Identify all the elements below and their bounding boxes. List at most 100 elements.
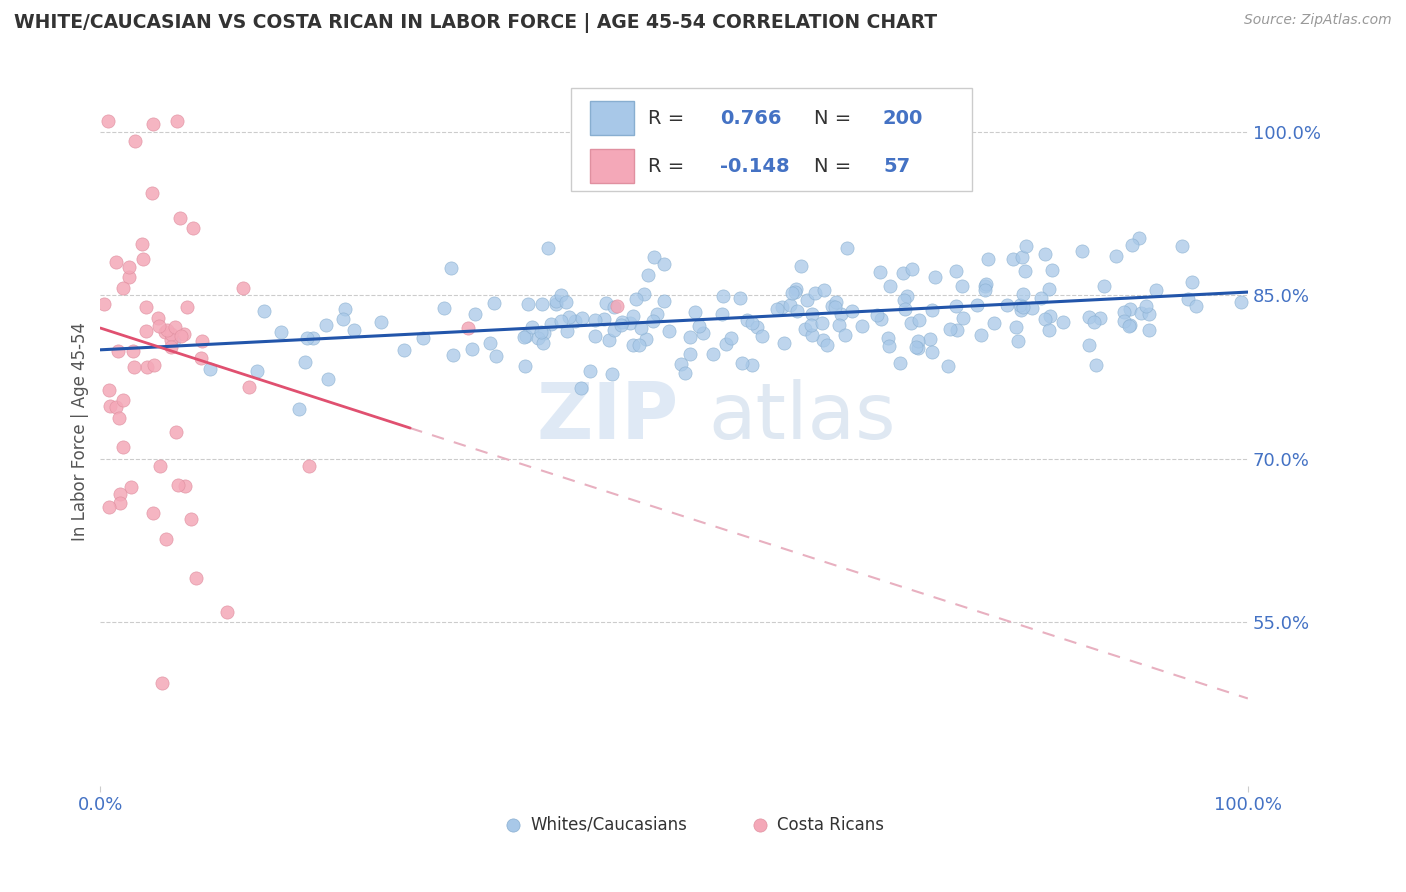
Point	[142, 506, 165, 520]
Point	[97, 384, 120, 398]
Point	[1007, 334, 1029, 349]
Point	[526, 330, 548, 344]
Point	[166, 114, 188, 128]
Point	[190, 351, 212, 365]
Point	[952, 311, 974, 326]
Point	[1033, 311, 1056, 326]
Point	[530, 325, 553, 339]
Point	[1119, 302, 1142, 317]
Point	[702, 347, 724, 361]
Point	[142, 358, 165, 372]
Point	[679, 329, 702, 343]
Point	[603, 301, 626, 315]
Point	[837, 241, 859, 255]
Point	[636, 332, 658, 346]
Point	[163, 319, 186, 334]
Point	[1114, 313, 1136, 327]
Point	[711, 288, 734, 302]
Point	[592, 311, 614, 326]
Point	[907, 341, 929, 355]
FancyBboxPatch shape	[591, 102, 634, 136]
Point	[124, 359, 146, 374]
Point	[1137, 308, 1160, 322]
Point	[643, 250, 665, 264]
Point	[893, 302, 915, 317]
Point	[900, 316, 922, 330]
Point	[332, 312, 354, 326]
Point	[938, 359, 960, 373]
Point	[112, 440, 135, 454]
Point	[135, 324, 157, 338]
Point	[825, 295, 848, 310]
Point	[1052, 315, 1074, 329]
Point	[904, 340, 927, 354]
Text: N =: N =	[814, 157, 858, 176]
Point	[800, 318, 823, 333]
Point	[571, 311, 593, 326]
Text: Source: ZipAtlas.com: Source: ZipAtlas.com	[1244, 13, 1392, 28]
Point	[654, 257, 676, 271]
Point	[112, 281, 135, 295]
Point	[540, 317, 562, 331]
Point	[537, 241, 560, 255]
Point	[167, 478, 190, 492]
Point	[131, 237, 153, 252]
Point	[148, 319, 170, 334]
Point	[1014, 263, 1036, 277]
Point	[921, 344, 943, 359]
Point	[512, 330, 534, 344]
Point	[679, 347, 702, 361]
Point	[973, 283, 995, 297]
Point	[550, 314, 572, 328]
Point	[1135, 299, 1157, 313]
Point	[135, 300, 157, 314]
Point	[741, 317, 763, 331]
Point	[520, 319, 543, 334]
Point	[457, 321, 479, 335]
Point	[558, 310, 581, 325]
Point	[783, 285, 806, 299]
Point	[621, 309, 644, 323]
Point	[877, 339, 900, 353]
Point	[1010, 303, 1032, 318]
Point	[630, 320, 652, 334]
Point	[159, 340, 181, 354]
Point	[766, 301, 789, 316]
Point	[118, 270, 141, 285]
Point	[770, 301, 793, 315]
Point	[533, 326, 555, 340]
Point	[124, 134, 146, 148]
Point	[811, 333, 834, 347]
Point	[610, 318, 633, 333]
Point	[1118, 319, 1140, 334]
Point	[804, 285, 827, 300]
Point	[1014, 239, 1036, 253]
Point	[1012, 286, 1035, 301]
Point	[111, 392, 134, 407]
Text: 0.766: 0.766	[720, 109, 782, 128]
Point	[950, 279, 973, 293]
Point	[921, 303, 943, 318]
Point	[544, 293, 567, 308]
Point	[100, 399, 122, 413]
Point	[1038, 282, 1060, 296]
Point	[598, 333, 620, 347]
Point	[554, 294, 576, 309]
Point	[612, 315, 634, 329]
Point	[621, 338, 644, 352]
Point	[176, 300, 198, 314]
Point	[1137, 323, 1160, 337]
Point	[583, 329, 606, 343]
Point	[780, 285, 803, 300]
Point	[645, 307, 668, 321]
Point	[583, 313, 606, 327]
Point	[173, 479, 195, 493]
Point	[1121, 238, 1143, 252]
Point	[1021, 301, 1043, 315]
Point	[835, 169, 858, 183]
Point	[104, 255, 127, 269]
Point	[149, 458, 172, 473]
Point	[945, 323, 967, 337]
Point	[579, 364, 602, 378]
Point	[870, 311, 893, 326]
